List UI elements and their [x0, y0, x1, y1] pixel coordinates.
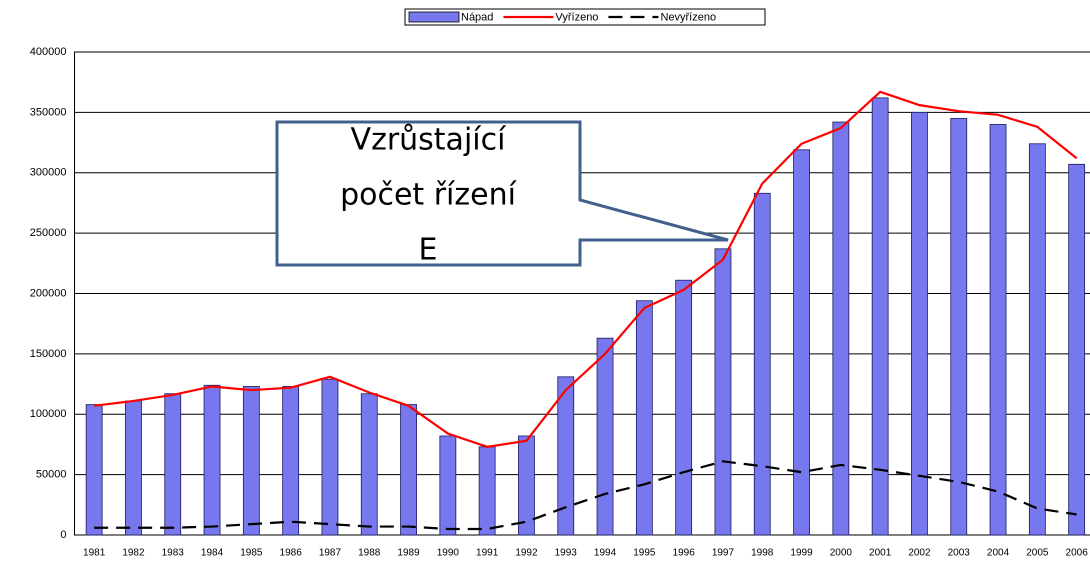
- x-tick-label: 1999: [790, 548, 813, 559]
- x-tick-label: 1997: [712, 548, 735, 559]
- bar: [400, 404, 417, 536]
- bar: [911, 111, 928, 536]
- legend-label: Vyřízeno: [555, 11, 598, 23]
- x-tick-label: 1990: [437, 548, 460, 559]
- x-tick-label: 2003: [948, 548, 971, 559]
- x-tick-label: 1986: [280, 548, 303, 559]
- x-tick-label: 1994: [594, 548, 617, 559]
- annotation: E: [419, 233, 438, 268]
- callout-box: [275, 120, 729, 267]
- x-tick-label: 1981: [83, 548, 106, 559]
- bar: [439, 435, 457, 536]
- bar: [714, 248, 732, 536]
- bar: [203, 384, 221, 536]
- x-tick-label: 1995: [633, 548, 656, 559]
- x-tick-label: 2006: [1066, 548, 1089, 559]
- bar: [989, 124, 1007, 536]
- bar: [125, 400, 142, 536]
- bar: [85, 404, 103, 536]
- bar: [871, 97, 889, 536]
- bar: [635, 300, 653, 536]
- bar: [596, 337, 614, 536]
- legend-label: Nápad: [461, 11, 493, 23]
- bar: [360, 393, 378, 536]
- x-tick-label: 1996: [673, 548, 696, 559]
- x-tick-label: 1988: [358, 548, 381, 559]
- x-tick-label: 2005: [1026, 548, 1049, 559]
- x-tick-label: 1991: [476, 548, 499, 559]
- x-tick-label: 1989: [397, 548, 420, 559]
- x-tick-label: 2002: [908, 548, 931, 559]
- y-tick-label: 300000: [30, 167, 67, 179]
- y-tick-label: 0: [60, 529, 66, 541]
- bar: [321, 378, 339, 536]
- x-tick-label: 1992: [515, 548, 538, 559]
- x-tick-label: 1998: [751, 548, 774, 559]
- bar: [478, 446, 496, 536]
- bar: [518, 435, 535, 536]
- y-tick-label: 250000: [30, 227, 67, 239]
- bar: [950, 118, 968, 536]
- x-tick-label: 1985: [240, 548, 263, 559]
- x-tick-label: 2004: [987, 548, 1010, 559]
- bar: [557, 376, 575, 536]
- x-tick-label: 1993: [555, 548, 578, 559]
- line: [94, 460, 1077, 531]
- x-tick-label: 1983: [162, 548, 185, 559]
- bar: [753, 192, 771, 536]
- x-tick-label: 1984: [201, 548, 224, 559]
- bar: [675, 279, 693, 536]
- y-tick-label: 150000: [30, 348, 67, 360]
- y-tick-label: 350000: [30, 106, 67, 118]
- annotation: počet řízení: [340, 178, 518, 213]
- x-tick-label: 1987: [319, 548, 342, 559]
- legend-box: [404, 8, 766, 26]
- x-tick-label: 1982: [122, 548, 145, 559]
- annotation: Vzrůstající: [351, 123, 508, 158]
- bar: [1028, 143, 1046, 536]
- bar: [1068, 163, 1086, 536]
- bar: [164, 393, 182, 536]
- line: [94, 90, 1078, 448]
- y-tick-label: 100000: [30, 408, 67, 420]
- bar: [793, 149, 810, 536]
- y-tick-label: 400000: [30, 46, 67, 58]
- bar: [832, 121, 850, 536]
- legend-swatch: [408, 11, 460, 23]
- legend-label: Nevyřízeno: [660, 11, 716, 23]
- x-tick-label: 2001: [869, 548, 892, 559]
- x-tick-label: 2000: [830, 548, 853, 559]
- bar: [242, 386, 260, 536]
- y-tick-label: 200000: [30, 287, 67, 299]
- y-tick-label: 50000: [36, 469, 67, 481]
- bar: [282, 386, 300, 536]
